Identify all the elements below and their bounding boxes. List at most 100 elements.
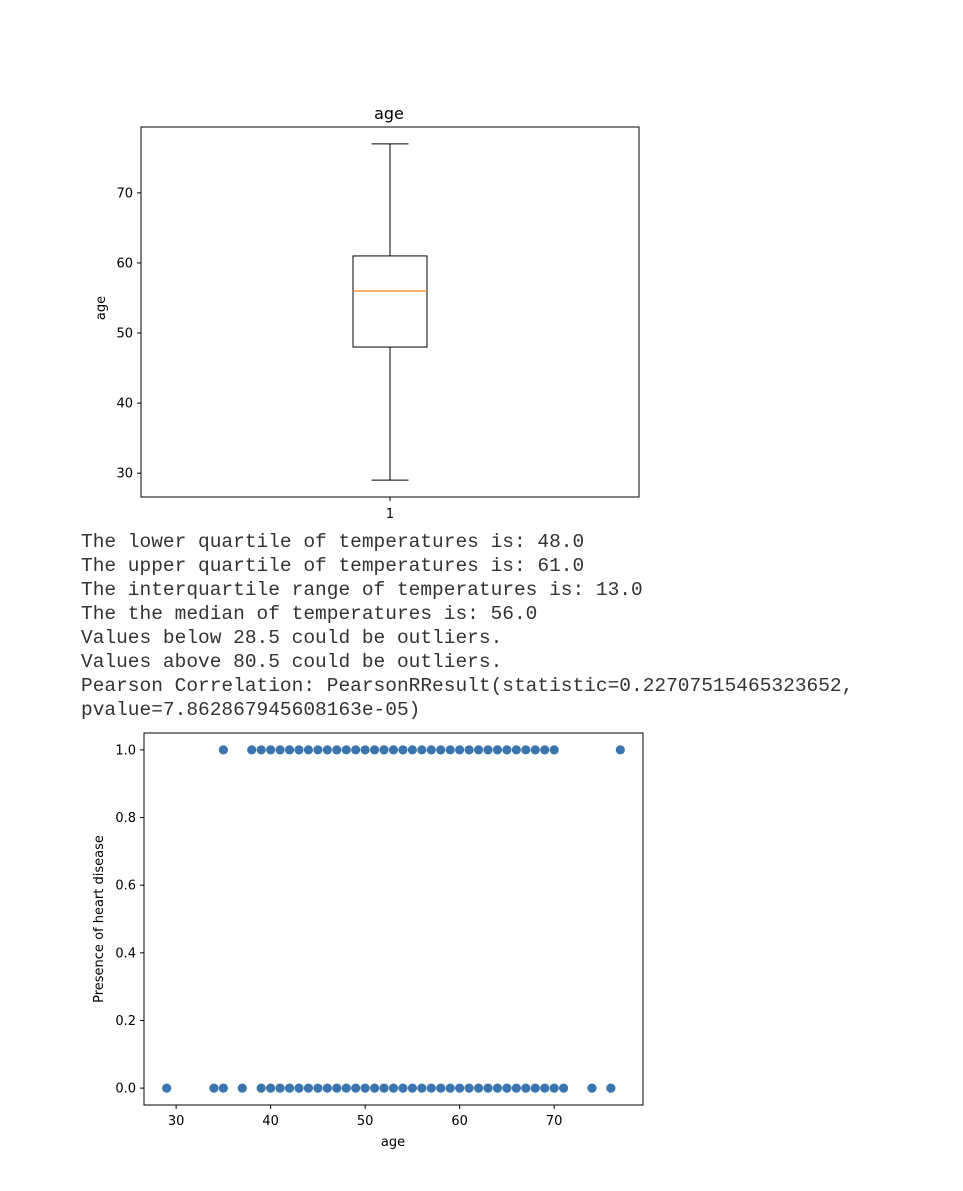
- scatter-point: [455, 745, 465, 755]
- scatter-point: [332, 1083, 342, 1093]
- scatter-point: [530, 1083, 540, 1093]
- scatter-point: [398, 745, 408, 755]
- scatter-y-tick-label: 0.0: [115, 1082, 136, 1097]
- boxplot-y-tick-label: 30: [116, 467, 133, 482]
- scatter-point: [587, 1083, 597, 1093]
- scatter-point: [360, 1083, 370, 1093]
- boxplot-plot-frame: [140, 126, 640, 498]
- scatter-point: [615, 745, 625, 755]
- scatter-point: [436, 1083, 446, 1093]
- scatter-point: [322, 745, 332, 755]
- boxplot-x-tick-label: 1: [386, 507, 394, 522]
- boxplot-y-axis-label: age: [94, 296, 109, 320]
- scatter-point: [483, 745, 493, 755]
- scatter-point: [379, 745, 389, 755]
- scatter-point: [313, 1083, 323, 1093]
- scatter-point: [303, 1083, 314, 1093]
- scatter-point: [237, 1083, 247, 1093]
- scatter-y-ticks: 0.0 0.2 0.4 0.6 0.8 1.0: [115, 743, 144, 1097]
- scatter-point: [284, 745, 295, 755]
- scatter-point: [426, 1083, 436, 1093]
- scatter-x-tick-label: 70: [546, 1114, 563, 1129]
- scatter-point: [341, 745, 351, 755]
- boxplot-marks: [352, 143, 428, 481]
- scatter-point: [294, 745, 304, 755]
- scatter-point: [388, 1083, 399, 1093]
- scatter-point: [162, 1083, 172, 1093]
- scatter-point: [398, 1083, 408, 1093]
- scatter-point: [266, 745, 276, 755]
- scatter-x-tick-label: 40: [262, 1114, 279, 1129]
- boxplot-y-tick-label: 70: [116, 186, 133, 201]
- scatter-point: [606, 1083, 616, 1093]
- scatter-point: [266, 1083, 276, 1093]
- scatter-point: [436, 745, 446, 755]
- age-boxplot-chart: age age 30 40 50 60 70 1: [94, 104, 640, 522]
- boxplot-y-tick-label: 60: [116, 256, 133, 271]
- scatter-point: [275, 745, 285, 755]
- scatter-point: [369, 1083, 380, 1093]
- scatter-point: [351, 1083, 361, 1093]
- scatter-point: [284, 1083, 295, 1093]
- scatter-y-tick-label: 1.0: [115, 743, 136, 758]
- scatter-point: [303, 745, 314, 755]
- scatter-point: [502, 745, 512, 755]
- scatter-point: [473, 1083, 484, 1093]
- scatter-point: [530, 745, 540, 755]
- scatter-point: [417, 745, 427, 755]
- scatter-point: [511, 1083, 521, 1093]
- scatter-y-axis-label: Presence of heart disease: [92, 835, 107, 1003]
- output-line: The the median of temperatures is: 56.0: [81, 603, 538, 625]
- scatter-point: [559, 1083, 569, 1093]
- output-line: Pearson Correlation: PearsonRResult(stat…: [81, 675, 854, 697]
- scatter-point: [492, 745, 503, 755]
- boxplot-y-tick-label: 40: [116, 397, 133, 412]
- scatter-point: [379, 1083, 389, 1093]
- scatter-point: [464, 745, 474, 755]
- age-vs-heart-disease-scatter-chart: 0.0 0.2 0.4 0.6 0.8 1.0 30 40 50 60 70 age Presen…: [92, 732, 644, 1150]
- scatter-point: [445, 1083, 455, 1093]
- scatter-x-tick-label: 60: [451, 1114, 468, 1129]
- scatter-point: [369, 745, 380, 755]
- scatter-point: [521, 1083, 531, 1093]
- scatter-point: [247, 745, 257, 755]
- boxplot-y-tick-label: 50: [116, 327, 133, 342]
- output-line: pvalue=7.862867945608163e-05): [81, 699, 421, 721]
- output-line: The interquartile range of temperatures …: [81, 579, 643, 601]
- scatter-point: [549, 745, 559, 755]
- boxplot-y-ticks: 30 40 50 60 70: [116, 186, 141, 482]
- scatter-point: [473, 745, 484, 755]
- scatter-point: [540, 1083, 550, 1093]
- scatter-x-ticks: 30 40 50 60 70: [168, 1105, 563, 1129]
- scatter-point: [294, 1083, 304, 1093]
- scatter-y-tick-label: 0.4: [115, 946, 136, 961]
- scatter-point: [464, 1083, 474, 1093]
- scatter-point: [426, 745, 436, 755]
- boxplot-title: age: [374, 104, 404, 123]
- scatter-point: [455, 1083, 465, 1093]
- output-line: The lower quartile of temperatures is: 4…: [81, 531, 585, 553]
- scatter-point: [483, 1083, 493, 1093]
- boxplot-x-ticks: 1: [386, 497, 394, 522]
- scatter-point: [492, 1083, 503, 1093]
- scatter-point: [256, 745, 266, 755]
- scatter-point: [388, 745, 399, 755]
- scatter-point: [511, 745, 521, 755]
- scatter-point: [313, 745, 323, 755]
- output-line: Values below 28.5 could be outliers.: [81, 627, 503, 649]
- scatter-point: [417, 1083, 427, 1093]
- scatter-point: [360, 745, 370, 755]
- scatter-point: [549, 1083, 559, 1093]
- scatter-plot-frame: [143, 732, 644, 1106]
- scatter-point: [540, 745, 550, 755]
- scatter-y-tick-label: 0.8: [115, 811, 136, 826]
- output-line: The upper quartile of temperatures is: 6…: [81, 555, 585, 577]
- scatter-point: [332, 745, 342, 755]
- scatter-point: [341, 1083, 351, 1093]
- output-line: Values above 80.5 could be outliers.: [81, 651, 503, 673]
- scatter-point: [445, 745, 455, 755]
- scatter-point: [218, 1083, 228, 1093]
- scatter-point: [218, 745, 228, 755]
- scatter-point: [502, 1083, 512, 1093]
- scatter-point: [256, 1083, 266, 1093]
